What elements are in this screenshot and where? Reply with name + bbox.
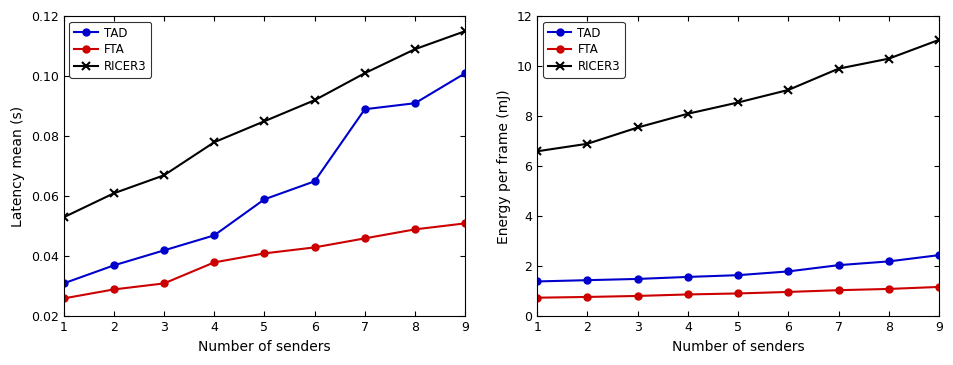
- FTA: [208, 260, 219, 265]
- TAD: [208, 233, 219, 238]
- RICER3: [258, 119, 270, 123]
- RICER3: [208, 140, 219, 145]
- FTA: [459, 221, 471, 226]
- TAD: [681, 275, 693, 279]
- FTA: [681, 292, 693, 297]
- TAD: [581, 278, 593, 283]
- TAD: [531, 279, 542, 284]
- TAD: [358, 107, 370, 111]
- TAD: [158, 248, 170, 253]
- FTA: [631, 294, 642, 298]
- FTA: [581, 295, 593, 299]
- X-axis label: Number of senders: Number of senders: [198, 340, 331, 354]
- RICER3: [631, 125, 642, 130]
- Line: TAD: TAD: [534, 252, 942, 285]
- FTA: [882, 287, 894, 291]
- RICER3: [531, 149, 542, 153]
- FTA: [409, 227, 420, 231]
- Legend: TAD, FTA, RICER3: TAD, FTA, RICER3: [70, 22, 151, 77]
- FTA: [531, 296, 542, 300]
- FTA: [358, 236, 370, 241]
- TAD: [832, 263, 843, 267]
- RICER3: [459, 29, 471, 33]
- TAD: [409, 101, 420, 105]
- TAD: [58, 281, 70, 286]
- TAD: [309, 179, 320, 184]
- TAD: [258, 197, 270, 201]
- TAD: [882, 259, 894, 264]
- Line: RICER3: RICER3: [59, 27, 469, 222]
- RICER3: [409, 47, 420, 51]
- RICER3: [681, 112, 693, 116]
- Line: TAD: TAD: [60, 70, 468, 287]
- TAD: [631, 277, 642, 281]
- FTA: [108, 287, 119, 292]
- TAD: [459, 71, 471, 75]
- Legend: TAD, FTA, RICER3: TAD, FTA, RICER3: [542, 22, 624, 77]
- FTA: [309, 245, 320, 250]
- X-axis label: Number of senders: Number of senders: [671, 340, 803, 354]
- TAD: [108, 263, 119, 268]
- RICER3: [358, 71, 370, 75]
- FTA: [258, 251, 270, 255]
- RICER3: [732, 100, 743, 105]
- Line: RICER3: RICER3: [533, 36, 943, 155]
- FTA: [58, 296, 70, 301]
- RICER3: [781, 88, 793, 92]
- FTA: [832, 288, 843, 292]
- RICER3: [58, 215, 70, 219]
- FTA: [932, 285, 943, 289]
- Line: FTA: FTA: [60, 220, 468, 302]
- RICER3: [832, 66, 843, 71]
- Line: FTA: FTA: [534, 284, 942, 301]
- FTA: [732, 291, 743, 296]
- FTA: [781, 290, 793, 294]
- TAD: [781, 269, 793, 274]
- Y-axis label: Energy per frame (mJ): Energy per frame (mJ): [497, 89, 511, 243]
- Y-axis label: Latency mean (s): Latency mean (s): [11, 106, 25, 227]
- TAD: [932, 253, 943, 257]
- RICER3: [108, 191, 119, 196]
- TAD: [732, 273, 743, 277]
- FTA: [158, 281, 170, 286]
- RICER3: [309, 98, 320, 103]
- RICER3: [581, 142, 593, 146]
- RICER3: [158, 173, 170, 177]
- RICER3: [882, 57, 894, 61]
- RICER3: [932, 38, 943, 42]
